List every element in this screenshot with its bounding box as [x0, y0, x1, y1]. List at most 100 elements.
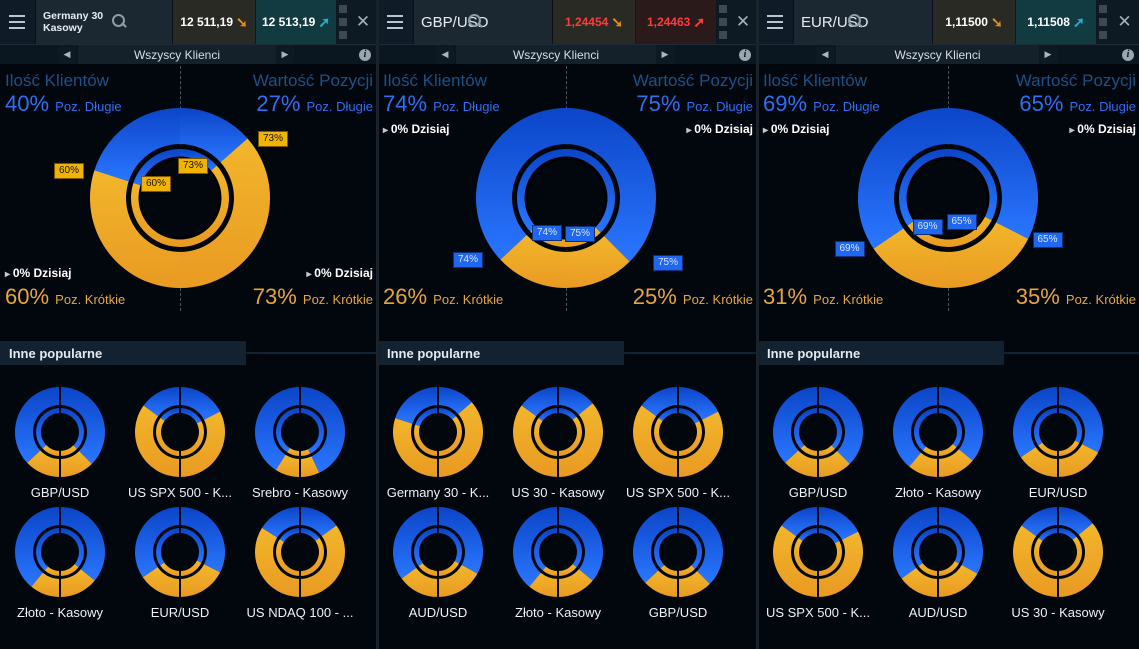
drag-handle[interactable]	[1096, 0, 1110, 44]
info-icon[interactable]: i	[1119, 45, 1137, 64]
client-filter-select[interactable]: Wszyscy Klienci	[836, 45, 1039, 64]
popular-instrument[interactable]: Złoto - Kasowy	[503, 506, 613, 620]
mini-inner-positions-short-arc	[438, 416, 462, 456]
position-label: Wartość Pozycji	[252, 71, 373, 90]
ask-price[interactable]: 12 513,19 ➚	[256, 0, 336, 44]
next-filter-button[interactable]: ▶	[276, 45, 294, 64]
ask-price[interactable]: 1,24463 ➚	[636, 0, 716, 44]
prev-filter-button[interactable]: ◀	[58, 45, 76, 64]
hamburger-line	[387, 21, 403, 23]
popular-instrument[interactable]: AUD/USD	[383, 506, 493, 620]
short-positions-pct: 73% Poz. Krótkie	[253, 284, 373, 310]
bid-price[interactable]: 1,11500 ➘	[933, 0, 1015, 44]
popular-instrument[interactable]: GBP/USD	[5, 386, 115, 500]
mini-outer-clients-short-arc	[773, 525, 818, 597]
popular-instrument[interactable]: Germany 30 - K...	[383, 386, 493, 500]
client-filter-select[interactable]: Wszyscy Klienci	[456, 45, 656, 64]
mini-outer-positions-short-arc	[180, 564, 221, 597]
short-clients-pct: 60% Poz. Krótkie	[5, 284, 125, 310]
mini-inner-clients-short-arc	[542, 566, 558, 576]
search-icon[interactable]	[112, 14, 126, 28]
mini-outer-clients-short-arc	[901, 567, 938, 597]
popular-instrument[interactable]: US NDAQ 100 - ...	[245, 506, 355, 620]
mini-outer-positions-long-arc	[558, 507, 603, 581]
mini-outer-positions-long-arc	[438, 387, 472, 415]
popular-instrument[interactable]: US SPX 500 - K...	[125, 386, 235, 500]
popular-instrument[interactable]: Złoto - Kasowy	[883, 386, 993, 500]
popular-instrument[interactable]: Złoto - Kasowy	[5, 506, 115, 620]
close-icon[interactable]: ✕	[355, 12, 371, 31]
short-positions-pct: 25% Poz. Krótkie	[633, 284, 753, 310]
mini-outer-clients-long-arc	[14, 387, 61, 463]
popular-instrument[interactable]: GBP/USD	[763, 386, 873, 500]
mini-inner-clients-short-arc	[414, 424, 438, 456]
clients-label: Ilość Klientów	[763, 71, 867, 90]
mini-outer-clients-short-arc	[142, 567, 180, 597]
inner-clients-short-arc	[130, 182, 180, 247]
popular-instrument[interactable]: US 30 - Kasowy	[503, 386, 613, 500]
instrument-selector[interactable]: GBP/USD	[413, 0, 553, 44]
mini-inner-clients-long-arc	[914, 408, 938, 451]
client-filter-select[interactable]: Wszyscy Klienci	[78, 45, 276, 64]
popular-instrument[interactable]: US SPX 500 - K...	[763, 506, 873, 620]
info-icon[interactable]: i	[736, 45, 754, 64]
mini-outer-positions-short-arc	[60, 451, 92, 477]
instrument-name: Germany 30 Kasowy	[43, 10, 104, 34]
panel-divider[interactable]	[756, 0, 759, 649]
instrument-selector[interactable]: Germany 30 Kasowy	[35, 0, 173, 44]
popular-instrument-label: EUR/USD	[1028, 485, 1088, 500]
mini-inner-positions-long-arc	[558, 528, 582, 568]
bid-price[interactable]: 1,24454 ➘	[553, 0, 635, 44]
popular-instrument[interactable]: AUD/USD	[883, 506, 993, 620]
pct-tag-inner-right: 65%	[946, 214, 977, 230]
mini-donut	[633, 507, 723, 597]
drag-handle[interactable]	[716, 0, 730, 44]
hamburger-menu-icon[interactable]	[758, 0, 792, 44]
popular-instrument[interactable]: EUR/USD	[125, 506, 235, 620]
pct-tag-outer-right: 65%	[1032, 232, 1063, 248]
drag-handle[interactable]	[336, 0, 350, 44]
next-filter-button[interactable]: ▶	[1039, 45, 1057, 64]
popular-instrument[interactable]: Srebro - Kasowy	[245, 386, 355, 500]
hamburger-menu-icon[interactable]	[0, 0, 34, 44]
popular-instrument[interactable]: US SPX 500 - K...	[623, 386, 733, 500]
mini-outer-clients-long-arc	[521, 387, 558, 417]
instrument-selector[interactable]: EUR/USD	[793, 0, 933, 44]
outer-clients-long-arc	[857, 108, 948, 249]
info-icon[interactable]: i	[356, 45, 374, 64]
close-icon[interactable]: ✕	[735, 12, 751, 31]
mini-outer-positions-long-arc	[438, 507, 483, 574]
mini-outer-clients-short-arc	[393, 418, 438, 477]
mini-inner-clients-short-arc	[534, 417, 558, 456]
long-clients-pct: 74% Poz. Długie	[383, 91, 500, 117]
popular-instrument[interactable]: US 30 - Kasowy	[1003, 506, 1113, 620]
close-icon[interactable]: ✕	[1117, 12, 1132, 31]
popular-instrument[interactable]: EUR/USD	[1003, 386, 1113, 500]
mini-inner-clients-short-arc	[42, 445, 60, 456]
mini-outer-clients-short-arc	[909, 452, 938, 477]
outer-positions-long-arc	[947, 108, 1038, 239]
info-glyph: i	[1122, 48, 1134, 61]
popular-instrument[interactable]: GBP/USD	[623, 506, 733, 620]
prev-filter-button[interactable]: ◀	[436, 45, 454, 64]
long-positions-pct-value: 65%	[1019, 91, 1064, 116]
mini-outer-positions-short-arc	[300, 456, 320, 477]
mini-inner-clients-short-arc	[794, 537, 818, 576]
bid-price[interactable]: 12 511,19 ➘	[173, 0, 255, 44]
search-icon[interactable]	[468, 14, 482, 28]
hamburger-line	[767, 27, 783, 29]
mini-inner-positions-long-arc	[678, 528, 702, 569]
ask-price[interactable]: 1,11508 ➚	[1016, 0, 1096, 44]
next-filter-button[interactable]: ▶	[656, 45, 674, 64]
hamburger-menu-icon[interactable]	[378, 0, 412, 44]
prev-filter-button[interactable]: ◀	[816, 45, 834, 64]
mini-inner-clients-long-arc	[276, 408, 300, 453]
mini-outer-positions-short-arc	[818, 531, 863, 597]
search-icon[interactable]	[848, 14, 862, 28]
short-positions-pct-suffix: Poz. Krótkie	[682, 292, 753, 307]
panel-divider[interactable]	[376, 0, 379, 649]
mini-donut	[255, 387, 345, 477]
inner-positions-long-arc	[566, 149, 615, 233]
short-clients-pct: 26% Poz. Krótkie	[383, 284, 503, 310]
